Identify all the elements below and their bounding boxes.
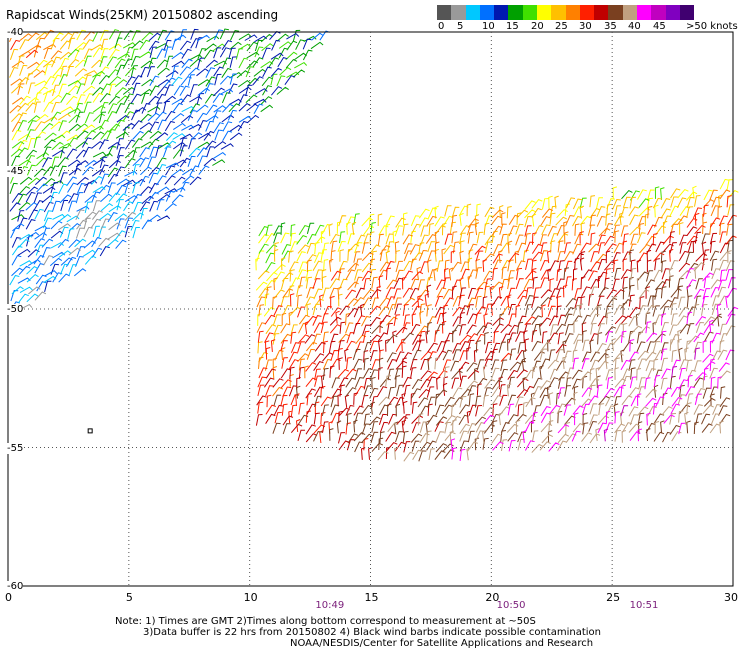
color-segment xyxy=(622,5,637,20)
color-segment xyxy=(494,5,509,20)
y-tick-label: -55 xyxy=(7,442,24,454)
color-segment xyxy=(651,5,666,20)
color-segment xyxy=(579,5,595,20)
color-segment xyxy=(479,5,495,20)
color-segment xyxy=(551,5,566,20)
wind-barb-group xyxy=(450,267,739,462)
color-segment xyxy=(522,5,537,20)
color-segment xyxy=(536,5,552,20)
x-tick-label: 25 xyxy=(606,591,621,604)
wind-barb-group xyxy=(603,347,700,442)
x-tick-label: 15 xyxy=(364,591,379,604)
time-label: 10:51 xyxy=(629,600,659,611)
color-segment xyxy=(565,5,580,20)
x-tick-label: 5 xyxy=(125,591,133,604)
note-line-3: NOAA/NESDIS/Center for Satellite Applica… xyxy=(290,638,594,649)
chart-title: Rapidscat Winds(25KM) 20150802 ascending xyxy=(6,8,279,22)
color-scale-label: 0 xyxy=(438,21,445,32)
color-segment xyxy=(594,5,609,20)
color-segment xyxy=(437,5,452,20)
y-tick-label: -50 xyxy=(7,304,24,315)
color-scale-label: >50 knots xyxy=(686,21,738,32)
wind-barb-group xyxy=(11,29,122,151)
wind-barb-group xyxy=(256,189,733,397)
color-scale-label: 5 xyxy=(457,21,464,32)
wind-barbs-layer xyxy=(9,28,739,462)
color-scale-label: 35 xyxy=(604,21,617,32)
color-scale-label: 25 xyxy=(555,21,568,32)
note-line-2: 3)Data buffer is 22 hrs from 20150802 4)… xyxy=(143,627,601,638)
color-scale-label: 20 xyxy=(531,21,544,32)
color-segment xyxy=(451,5,466,20)
color-scale-labels: 0 5 10 15 20 25 30 35 40 45 >50 knots xyxy=(0,0,740,35)
note-line-1: Note: 1) Times are GMT 2)Times along bot… xyxy=(115,616,536,627)
x-tick-label: 0 xyxy=(5,591,12,604)
x-tick-label: 10 xyxy=(243,591,258,604)
wind-barb-group xyxy=(9,29,330,312)
wind-barb-group xyxy=(258,186,665,273)
color-segment xyxy=(679,5,695,20)
wind-barb-group xyxy=(255,178,739,326)
color-scale-label: 40 xyxy=(628,21,641,32)
x-tick-label: 30 xyxy=(724,591,738,604)
wind-barb-group xyxy=(10,39,39,59)
y-tick-label: -60 xyxy=(7,581,24,592)
wind-barb-group xyxy=(9,76,201,304)
wind-barb-group xyxy=(19,200,137,311)
time-label: 10:50 xyxy=(496,600,526,611)
color-scale-label: 45 xyxy=(653,21,666,32)
x-tick-label: 20 xyxy=(485,591,500,604)
color-scale-label: 30 xyxy=(579,21,592,32)
color-scale-label: 10 xyxy=(482,21,495,32)
color-segment xyxy=(508,5,523,20)
wind-barb-group xyxy=(9,28,324,221)
wind-barb-group xyxy=(255,226,730,460)
wind-barb-group xyxy=(273,189,633,244)
y-tick-label: -40 xyxy=(7,27,24,38)
time-label: 10:49 xyxy=(315,600,345,611)
color-scale-label: 15 xyxy=(506,21,519,32)
color-segment xyxy=(665,5,680,20)
color-segment xyxy=(608,5,623,20)
color-segment xyxy=(636,5,652,20)
wind-barb-group xyxy=(377,250,736,462)
color-segment xyxy=(465,5,480,20)
color-scale-bar xyxy=(437,5,695,20)
wind-barb-group xyxy=(272,233,734,462)
y-tick-label: -45 xyxy=(7,165,24,177)
wind-barb-group xyxy=(257,188,735,363)
grid-lines xyxy=(8,32,733,586)
isolated-marker xyxy=(87,428,93,434)
